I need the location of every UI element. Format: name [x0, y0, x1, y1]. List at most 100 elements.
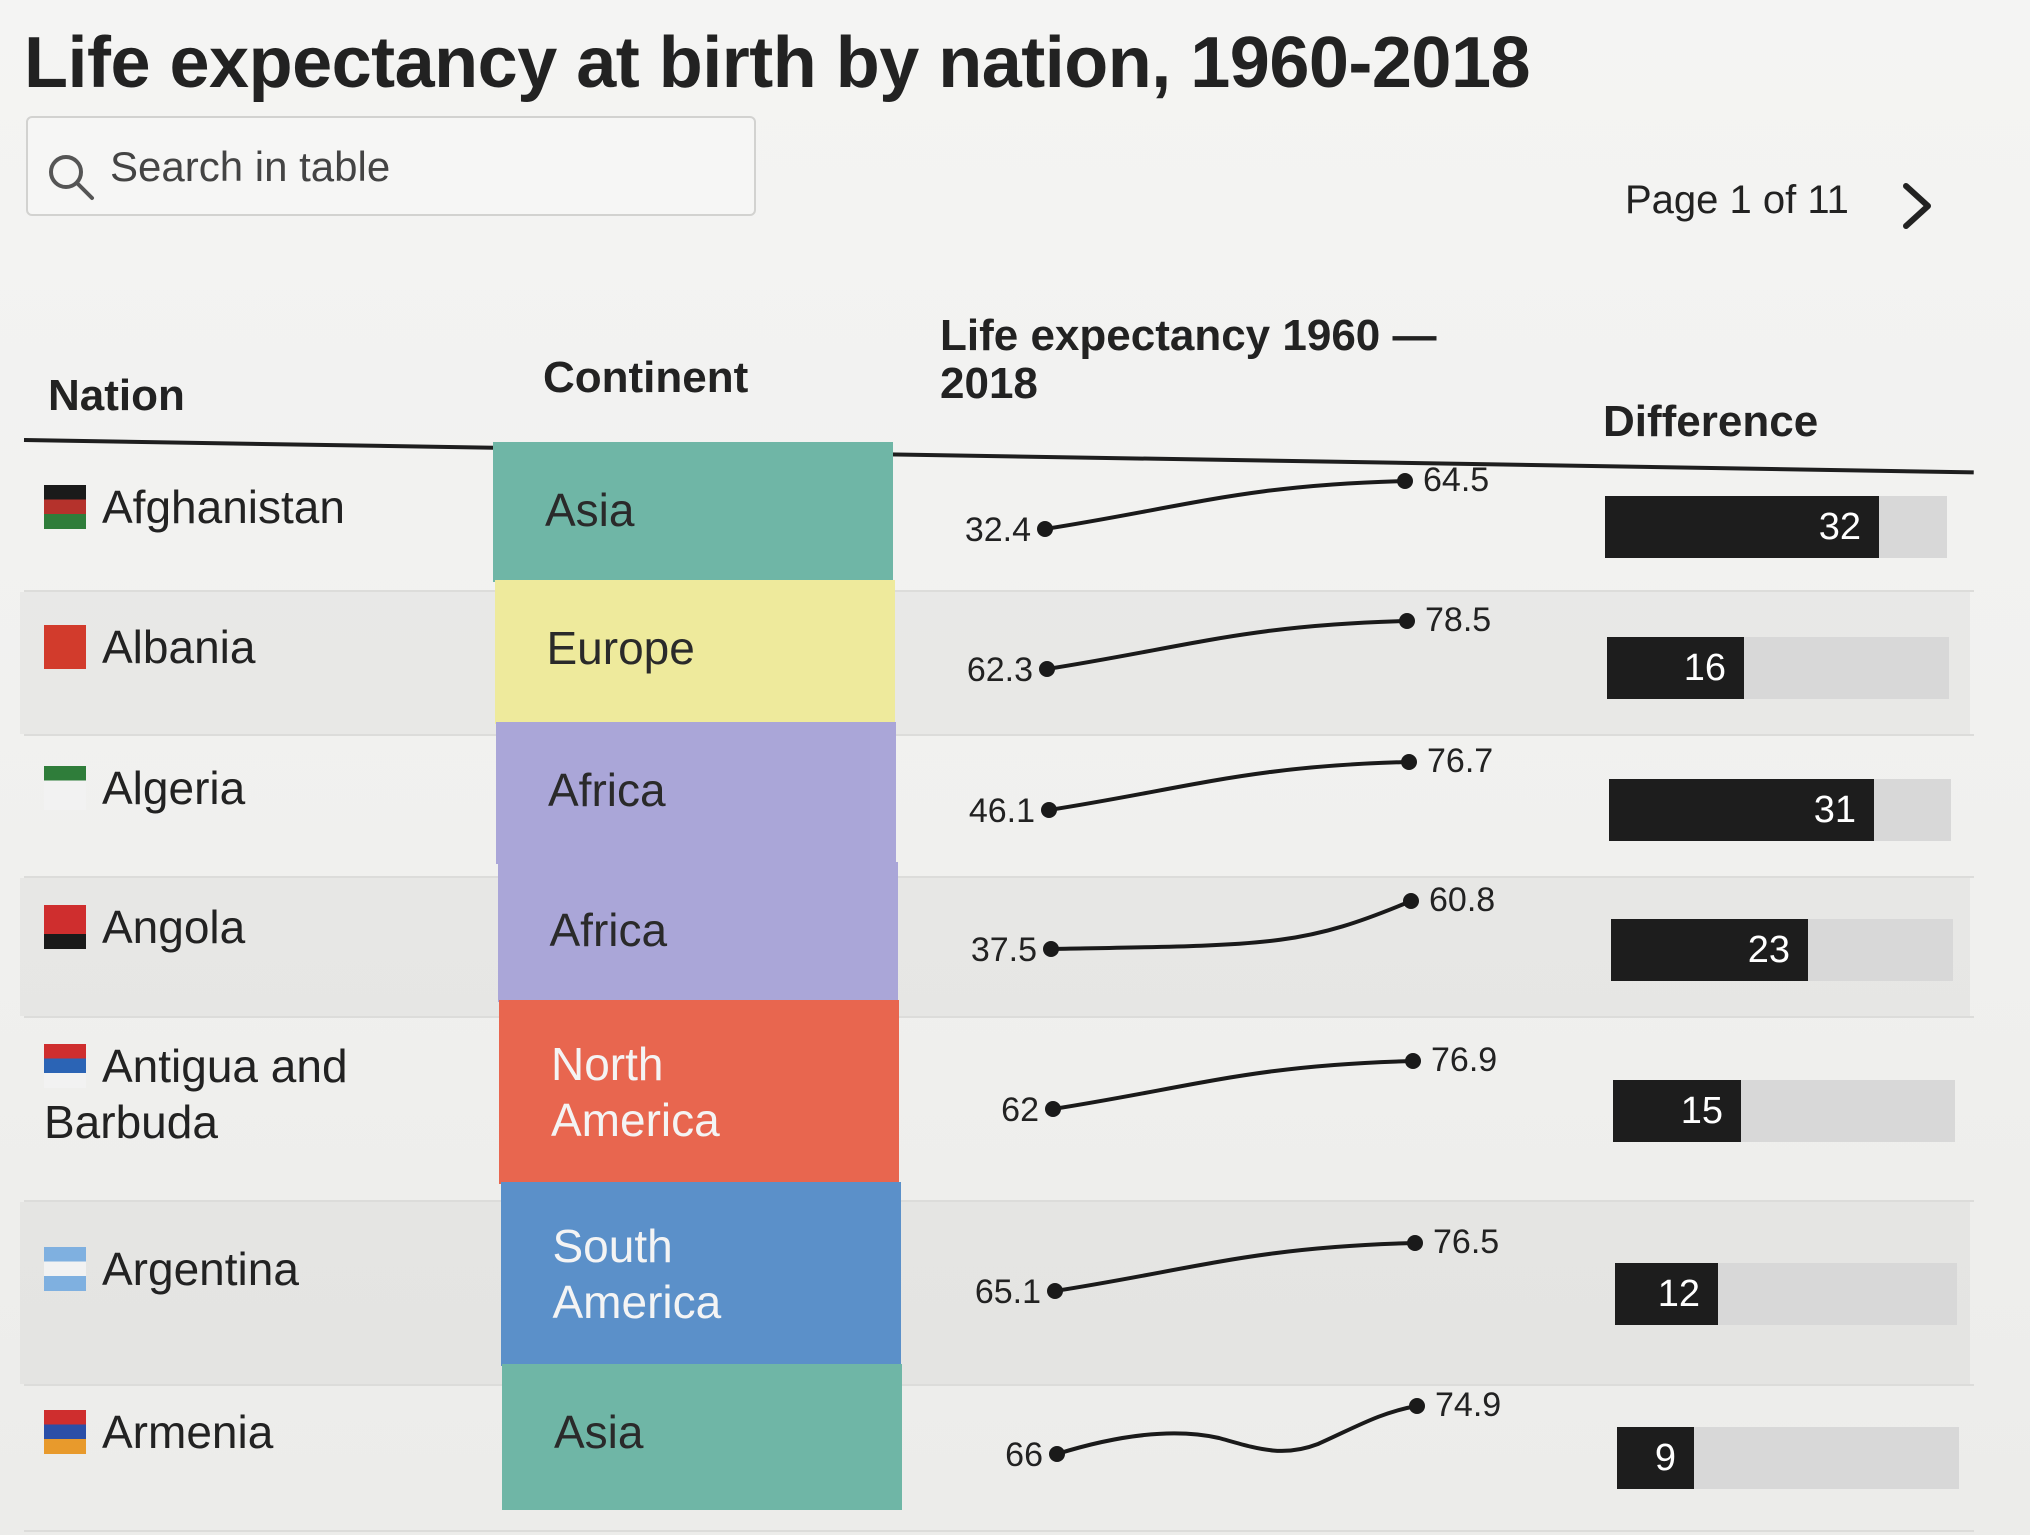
sparkline-end-dot	[1397, 473, 1413, 489]
start-value-label: 62	[1001, 1091, 1039, 1129]
flag-icon	[44, 1247, 86, 1291]
nation-cell[interactable]: Afghanistan	[44, 479, 464, 535]
difference-bar	[1613, 1080, 1741, 1142]
continent-cell: South America	[500, 1182, 901, 1366]
row-divider	[24, 1016, 1974, 1018]
sparkline-end-dot	[1407, 1235, 1423, 1251]
start-value-label: 32.4	[965, 511, 1031, 549]
sparkline-end-dot	[1401, 754, 1417, 770]
page-title: Life expectancy at birth by nation, 1960…	[24, 23, 1531, 103]
continent-cell: Asia	[502, 1364, 902, 1510]
nation-cell[interactable]: Albania	[44, 619, 464, 675]
difference-value-label: 15	[1680, 1090, 1723, 1132]
nation-name: Afghanistan	[102, 481, 345, 533]
nation-cell[interactable]: Armenia	[44, 1404, 464, 1460]
sparkline-start-dot	[1049, 1446, 1065, 1462]
continent-label: Europe	[546, 622, 695, 674]
column-header-life-line1: Life expectancy 1960 —	[940, 311, 1437, 360]
start-value-label: 65.1	[975, 1273, 1041, 1311]
sparkline-end-dot	[1409, 1398, 1425, 1414]
sparkline-path	[1048, 760, 1410, 812]
column-header-difference[interactable]: Difference	[1603, 397, 1819, 446]
continent-label: South	[552, 1220, 673, 1272]
end-value-label: 76.5	[1433, 1223, 1499, 1261]
sparkline-start-dot	[1045, 1101, 1061, 1117]
end-value-label: 60.8	[1429, 881, 1495, 919]
column-header-nation[interactable]: Nation	[48, 371, 185, 420]
search-box[interactable]	[26, 116, 756, 216]
continent-label: Africa	[549, 904, 668, 956]
continent-label: Asia	[545, 484, 635, 536]
column-header-continent[interactable]: Continent	[543, 353, 749, 402]
difference-bar	[1607, 637, 1744, 699]
start-value-label: 37.5	[971, 931, 1037, 969]
continent-label: North	[551, 1038, 664, 1090]
nation-cell[interactable]: Argentina	[44, 1241, 464, 1297]
row-divider	[24, 1200, 1974, 1202]
difference-value-label: 9	[1654, 1437, 1676, 1479]
continent-label: Asia	[554, 1406, 644, 1458]
continent-cell: Europe	[494, 580, 895, 724]
column-header-life-line2: 2018	[940, 359, 1038, 408]
flag-icon	[44, 905, 86, 949]
sparkline-path	[1054, 1241, 1416, 1293]
nation-name: Algeria	[102, 762, 246, 814]
difference-value-label: 32	[1818, 506, 1861, 548]
nation-cell[interactable]: Angola	[44, 899, 464, 955]
difference-bar	[1611, 919, 1808, 981]
sparkline-start-dot	[1047, 1283, 1063, 1299]
difference-bar	[1617, 1427, 1694, 1489]
nation-name: Angola	[102, 901, 246, 953]
nation-name: Armenia	[102, 1406, 274, 1458]
nation-cell[interactable]: Antigua and Barbuda	[44, 1038, 464, 1150]
row-divider	[24, 876, 1974, 878]
difference-value-label: 23	[1747, 929, 1790, 971]
sparkline-path	[1044, 479, 1406, 531]
flag-icon	[44, 766, 86, 810]
nation-name: Albania	[102, 621, 256, 673]
flag-icon	[44, 485, 86, 529]
difference-value-label: 31	[1813, 789, 1856, 831]
sparkline-start-dot	[1037, 521, 1053, 537]
sparkline-end-dot	[1405, 1053, 1421, 1069]
column-header-life-expectancy[interactable]: Life expectancy 1960 — 2018	[940, 312, 1436, 408]
sparkline-start-dot	[1041, 802, 1057, 818]
search-input[interactable]	[108, 136, 732, 198]
end-value-label: 78.5	[1425, 601, 1491, 639]
end-value-label: 74.9	[1435, 1386, 1501, 1424]
start-value-label: 66	[1005, 1436, 1043, 1474]
sparkline-end-dot	[1399, 613, 1415, 629]
sparkline-end-dot	[1403, 893, 1419, 909]
end-value-label: 76.9	[1431, 1041, 1497, 1079]
difference-value-label: 16	[1683, 647, 1726, 689]
row-divider	[24, 734, 1974, 736]
nation-name: Antigua and Barbuda	[44, 1040, 348, 1148]
start-value-label: 46.1	[969, 792, 1035, 830]
chevron-right-icon[interactable]	[1892, 176, 1942, 236]
continent-cell: Africa	[497, 862, 898, 1002]
sparkline-path	[1052, 1059, 1414, 1111]
nation-name: Argentina	[102, 1243, 299, 1295]
continent-label: Africa	[548, 764, 666, 816]
sparkline-path	[1046, 619, 1408, 671]
row-divider	[24, 1530, 1974, 1532]
flag-icon	[44, 625, 86, 669]
sparkline-start-dot	[1039, 661, 1055, 677]
flag-icon	[44, 1044, 86, 1088]
nation-cell[interactable]: Algeria	[44, 760, 464, 816]
sparkline-start-dot	[1043, 941, 1059, 957]
row-divider	[24, 590, 1974, 592]
sparkline-path	[1050, 899, 1412, 951]
start-value-label: 62.3	[967, 651, 1033, 689]
sparkline-path	[1056, 1404, 1418, 1456]
flag-icon	[44, 1410, 86, 1454]
difference-value-label: 12	[1657, 1273, 1700, 1315]
continent-cell: Africa	[496, 722, 896, 864]
difference-bar	[1605, 496, 1879, 558]
